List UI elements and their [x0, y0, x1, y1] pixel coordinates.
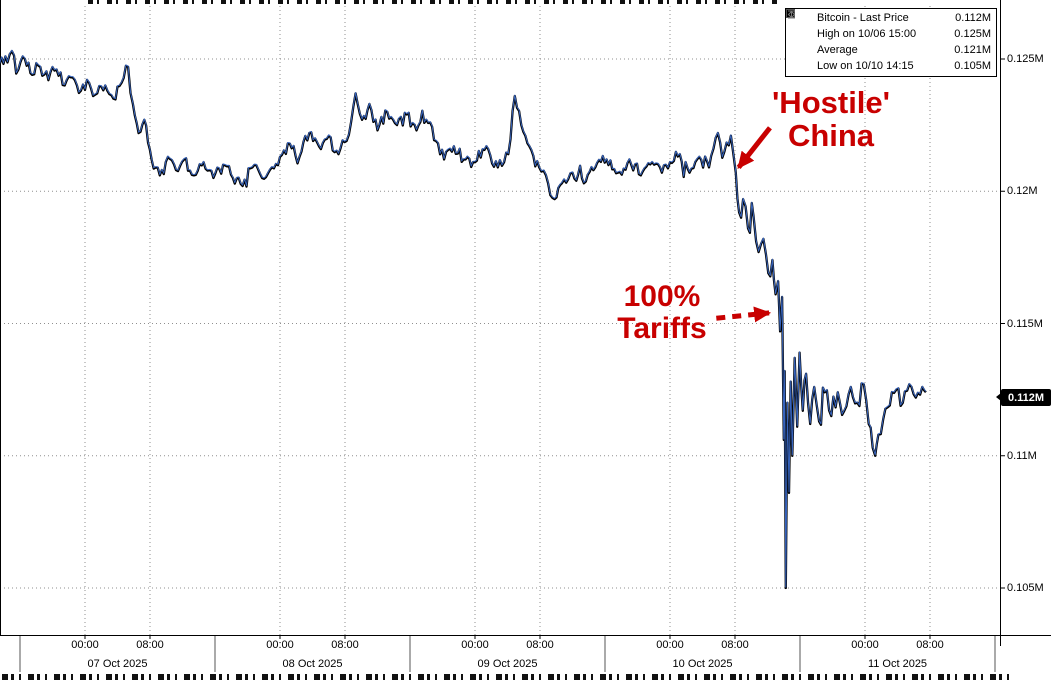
annotation-100-tariffs: 100% Tariffs: [606, 280, 718, 346]
annotation-arrow: [736, 126, 772, 170]
annotation-line: 100%: [623, 280, 701, 313]
annotation-line: China: [787, 118, 875, 154]
legend-label: High on 10/06 15:00: [817, 28, 917, 40]
price-line: [0, 49, 927, 590]
x-tick-label: 00:00: [851, 639, 879, 651]
x-tick-label: 00:00: [71, 639, 99, 651]
x-tick-label: 08:00: [721, 639, 749, 651]
annotation-arrow: [716, 306, 772, 323]
x-date-label: 07 Oct 2025: [87, 658, 148, 670]
y-tick-label: 0.125M: [1007, 53, 1044, 65]
legend-row[interactable]: High on 10/06 15:00 0.125M: [788, 10, 991, 42]
legend-value: 0.112M: [955, 12, 991, 24]
cropped-text-bottom: [2, 674, 1010, 680]
price-line-highlight: [0, 49, 927, 588]
legend-row[interactable]: Bitcoin - Last Price 0.112M: [786, 9, 991, 26]
x-date-label: 10 Oct 2025: [672, 658, 733, 670]
last-price-badge: 0.112M: [996, 389, 1051, 407]
annotation-hostile-china: 'Hostile' China: [752, 86, 910, 153]
cropped-text-top: [88, 0, 778, 4]
x-tick-label: 08:00: [136, 639, 164, 651]
x-tick-label: 08:00: [916, 639, 944, 651]
legend-row[interactable]: Low on 10/10 14:15 0.105M: [788, 10, 991, 74]
x-date-label: 11 Oct 2025: [867, 658, 928, 670]
annotation-line: Tariffs: [617, 312, 707, 346]
y-tick-label: 0.12M: [1007, 185, 1038, 198]
x-tick-label: 00:00: [461, 639, 489, 651]
x-tick-label: 00:00: [266, 639, 294, 651]
legend-label: Bitcoin - Last Price: [817, 12, 909, 24]
x-tick-label: 00:00: [656, 639, 684, 651]
legend-label: Low on 10/10 14:15: [817, 60, 914, 72]
y-tick-label: 0.105M: [1007, 582, 1044, 594]
x-date-label: 09 Oct 2025: [477, 658, 538, 670]
chart-legend[interactable]: Bitcoin - Last Price 0.112M High on 10/06 …: [785, 8, 997, 77]
x-tick-label: 08:00: [526, 639, 554, 651]
last-price-value: 0.112M: [1007, 391, 1045, 404]
x-date-label: 08 Oct 2025: [282, 658, 343, 670]
legend-row[interactable]: Average 0.121M: [787, 10, 991, 58]
legend-label: Average: [817, 44, 858, 56]
y-tick-label: 0.11M: [1007, 449, 1037, 462]
x-tick-label: 08:00: [331, 639, 359, 651]
y-tick-label: 0.115M: [1007, 317, 1043, 330]
legend-value: 0.125M: [954, 28, 991, 40]
legend-value: 0.105M: [954, 60, 991, 72]
annotation-line: 'Hostile': [771, 85, 891, 120]
legend-value: 0.121M: [954, 44, 991, 56]
